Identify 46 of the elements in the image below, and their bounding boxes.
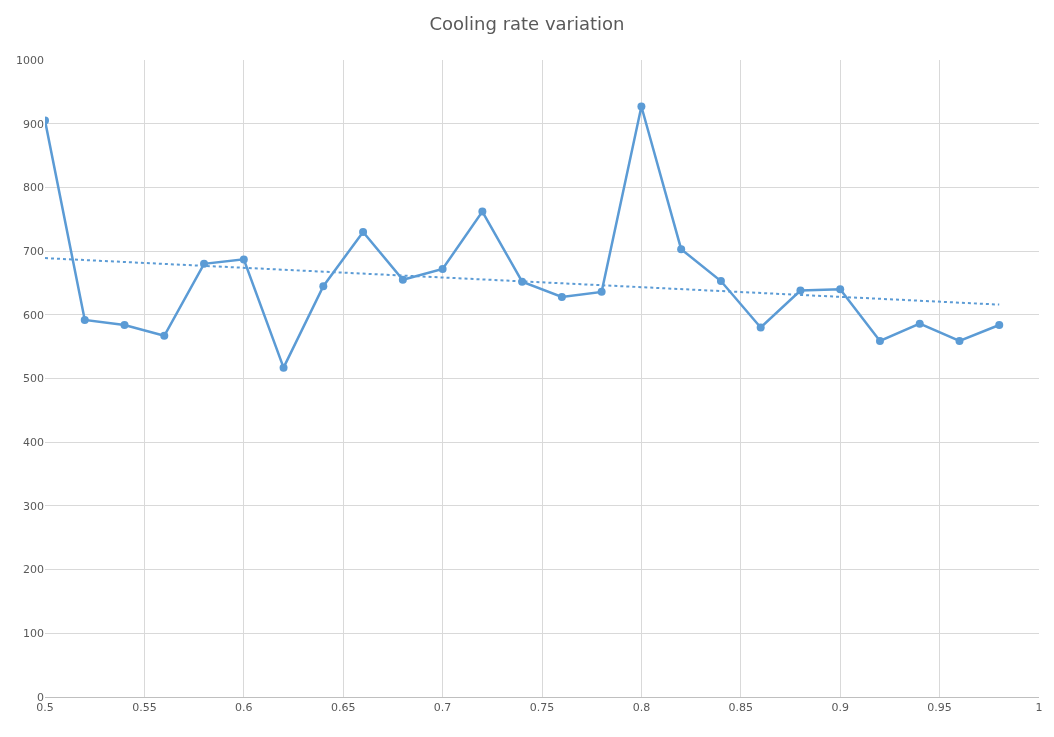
x-tick-label: 0.55: [132, 701, 157, 715]
y-tick-label: 200: [23, 563, 44, 577]
x-tick-label: 0.85: [728, 701, 754, 715]
x-tick-label: 0.8: [632, 701, 651, 715]
y-tick-label: 0: [37, 690, 44, 704]
point: [677, 245, 686, 254]
x-tick-label: 0.9: [831, 701, 849, 715]
y-tick-label: 100: [23, 627, 44, 641]
point: [796, 286, 805, 295]
point: [398, 275, 407, 284]
point: [557, 292, 566, 301]
y-tick-label: 300: [23, 499, 44, 513]
point: [478, 207, 487, 216]
point: [438, 264, 447, 273]
point: [915, 319, 924, 328]
y-tick-label: 800: [23, 181, 44, 195]
point: [836, 285, 845, 294]
point: [160, 331, 169, 340]
point: [319, 282, 328, 291]
point: [756, 323, 765, 332]
y-tick-label: 900: [23, 117, 44, 131]
point: [716, 277, 725, 286]
y-tick-label: 500: [23, 372, 44, 386]
x-tick-label: 0.5: [36, 701, 54, 715]
x-tick-label: 0.95: [927, 701, 952, 715]
point: [200, 259, 209, 268]
x-tick-label: 1: [1035, 701, 1043, 715]
chart-title: Cooling rate variation: [429, 13, 625, 34]
y-tick-label: 400: [23, 436, 44, 450]
x-tick-label: 0.75: [529, 701, 555, 715]
point: [995, 320, 1004, 329]
point: [875, 336, 884, 345]
y-tick-label: 700: [23, 244, 44, 258]
point: [239, 255, 248, 264]
y-tick-label: 600: [23, 308, 44, 322]
y-tick-label: 1000: [16, 53, 44, 67]
point: [120, 320, 129, 329]
point: [637, 102, 646, 111]
point: [279, 363, 288, 372]
x-tick-label: 0.6: [235, 701, 253, 715]
point: [80, 315, 89, 324]
x-tick-label: 0.65: [330, 701, 356, 715]
point: [955, 336, 964, 345]
point: [359, 227, 368, 236]
x-tick-label: 0.7: [433, 701, 452, 715]
point: [597, 287, 606, 296]
